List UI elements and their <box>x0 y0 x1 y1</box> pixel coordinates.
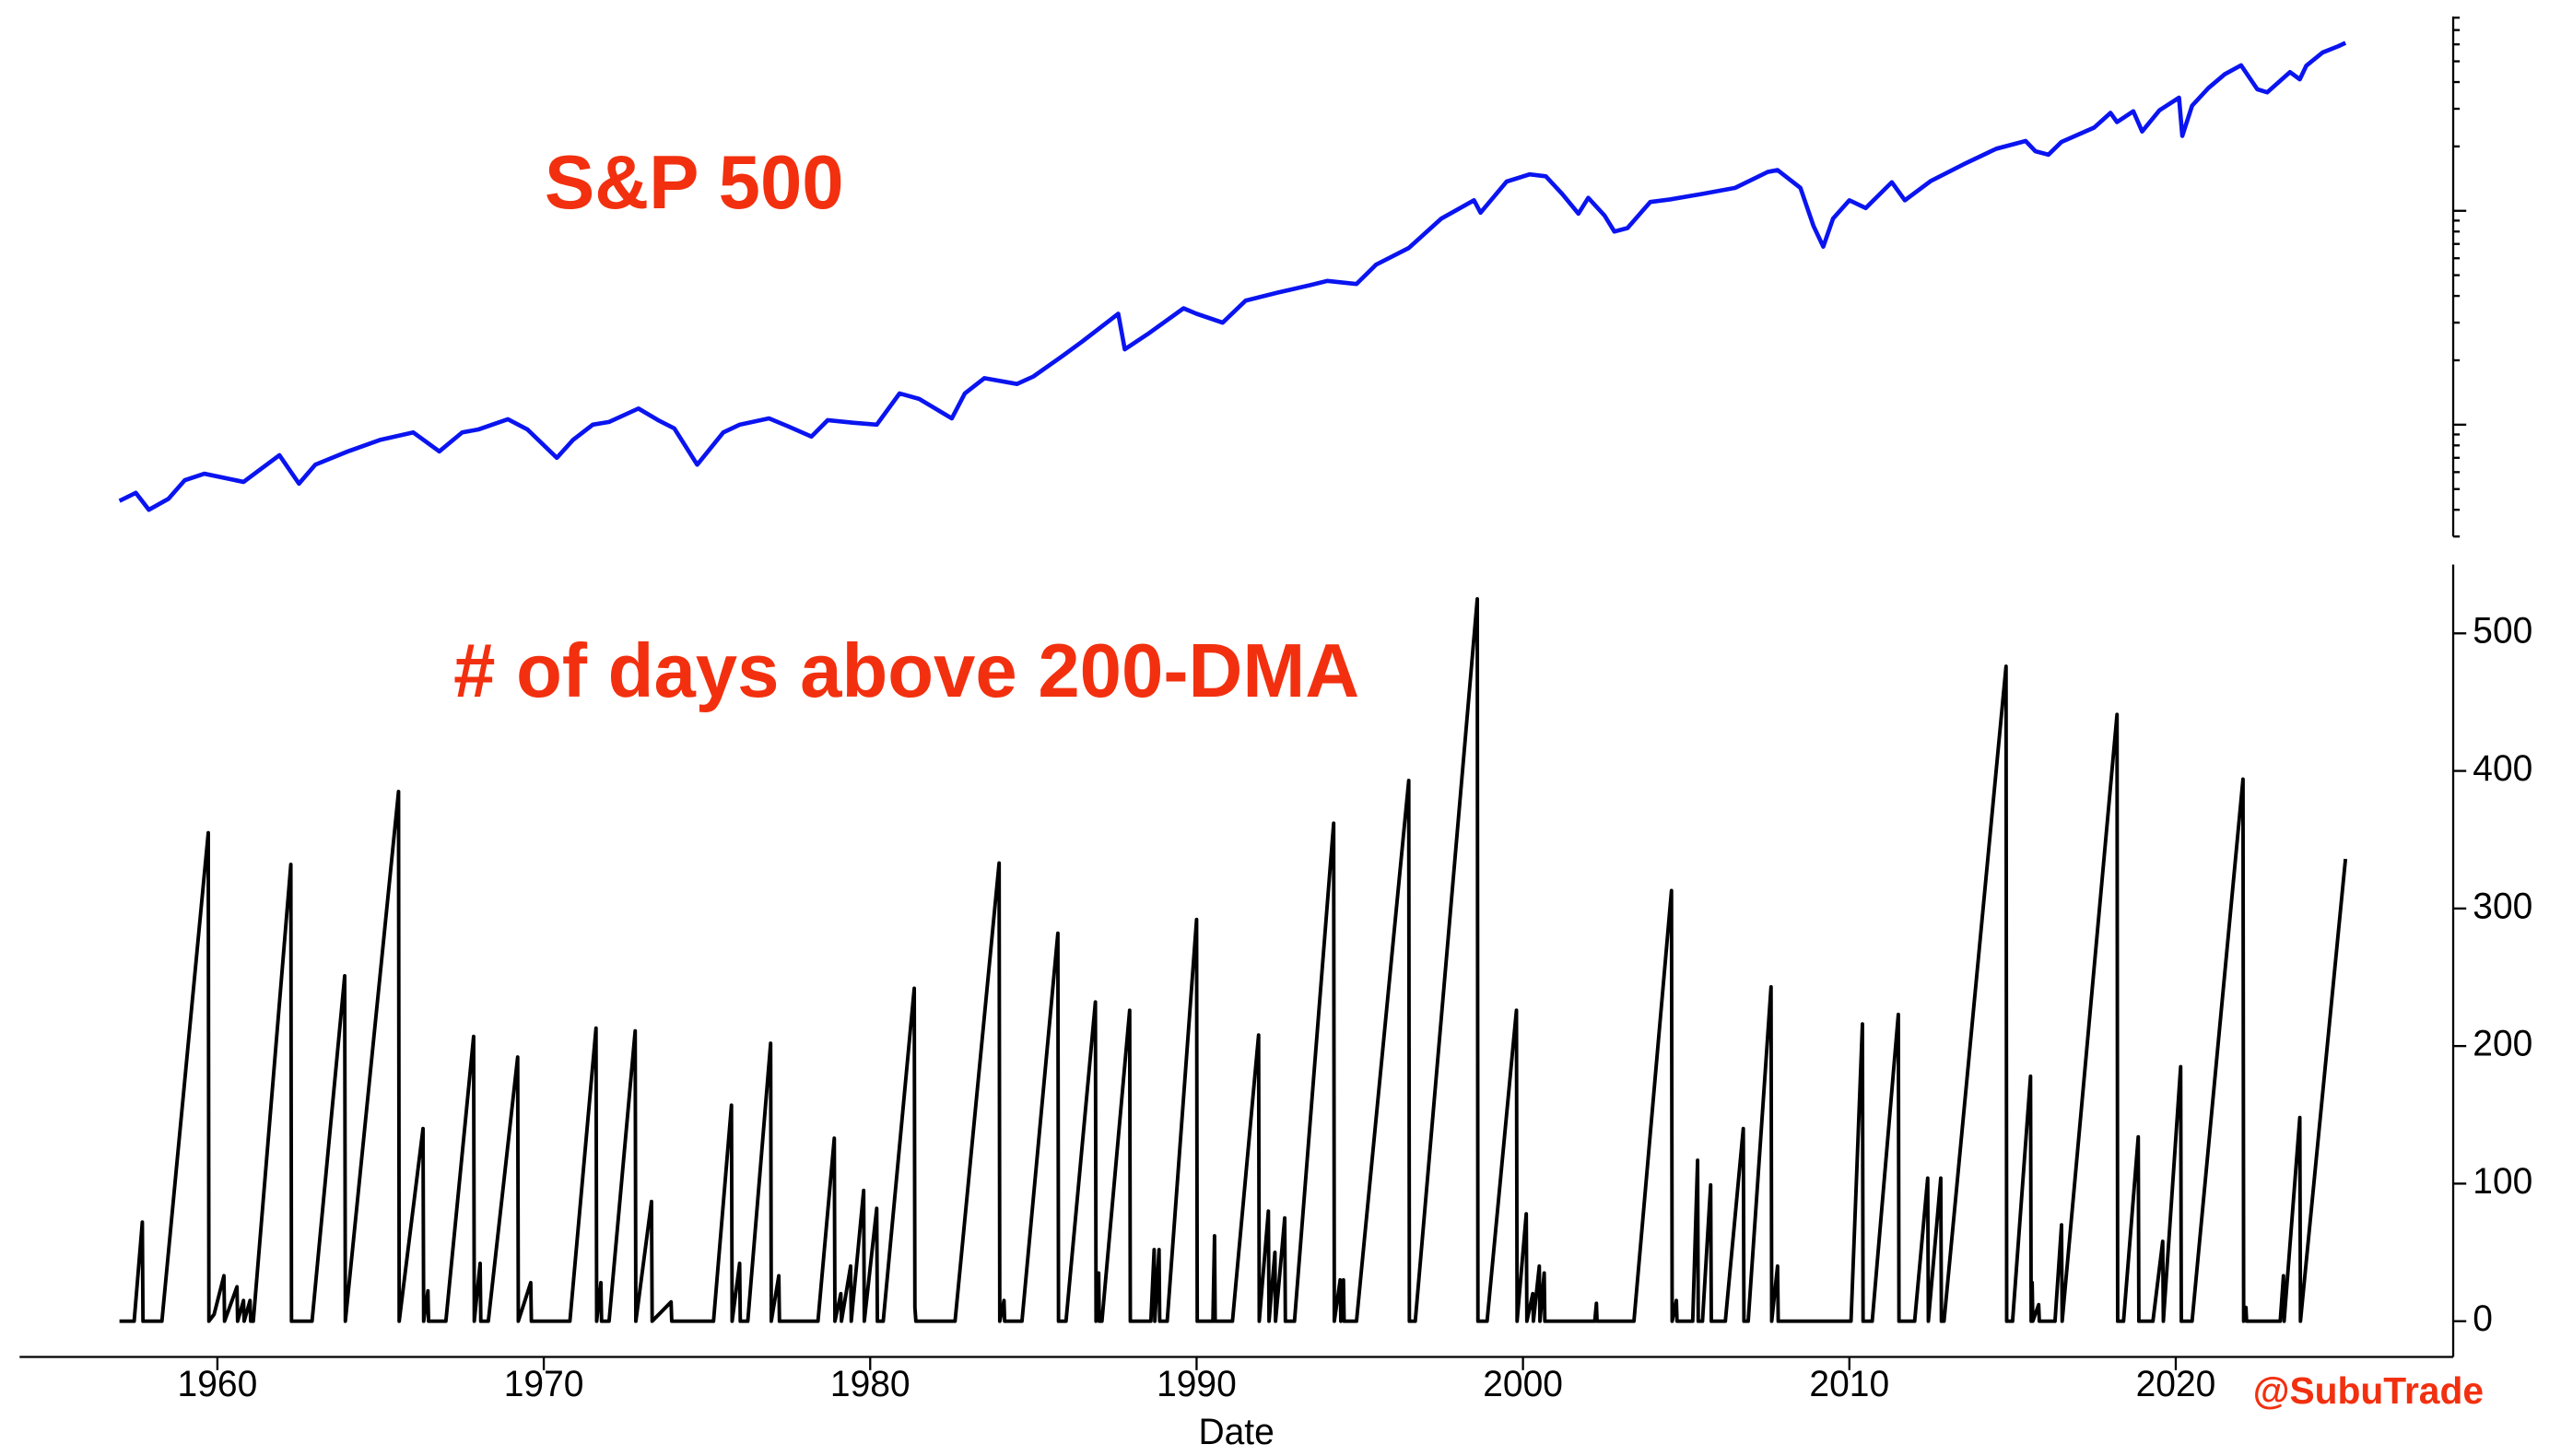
data-line <box>119 596 2348 1323</box>
chart-title: # of days above 200-DMA <box>453 629 1359 713</box>
y-tick-label: 300 <box>2473 887 2532 926</box>
x-tick-label: 2020 <box>2136 1365 2216 1404</box>
y-tick-label: 200 <box>2473 1024 2532 1063</box>
chart-title: S&P 500 <box>545 141 844 225</box>
annotation: @SubuTrade <box>2253 1369 2484 1412</box>
data-line <box>118 41 2347 512</box>
y-tick-label: 500 <box>2473 612 2532 652</box>
y-tick-label: 0 <box>2473 1299 2493 1339</box>
y-tick-label: 400 <box>2473 749 2532 789</box>
x-tick-label: 2000 <box>1483 1365 1563 1404</box>
x-tick-label: 1990 <box>1157 1365 1237 1404</box>
y-tick-label: 100 <box>2473 1162 2532 1202</box>
x-axis-label: Date <box>1198 1413 1274 1452</box>
x-tick-label: 2010 <box>1809 1365 1889 1404</box>
x-tick-label: 1980 <box>830 1365 910 1404</box>
x-tick-label: 1960 <box>178 1365 258 1404</box>
x-tick-label: 1970 <box>504 1365 584 1404</box>
